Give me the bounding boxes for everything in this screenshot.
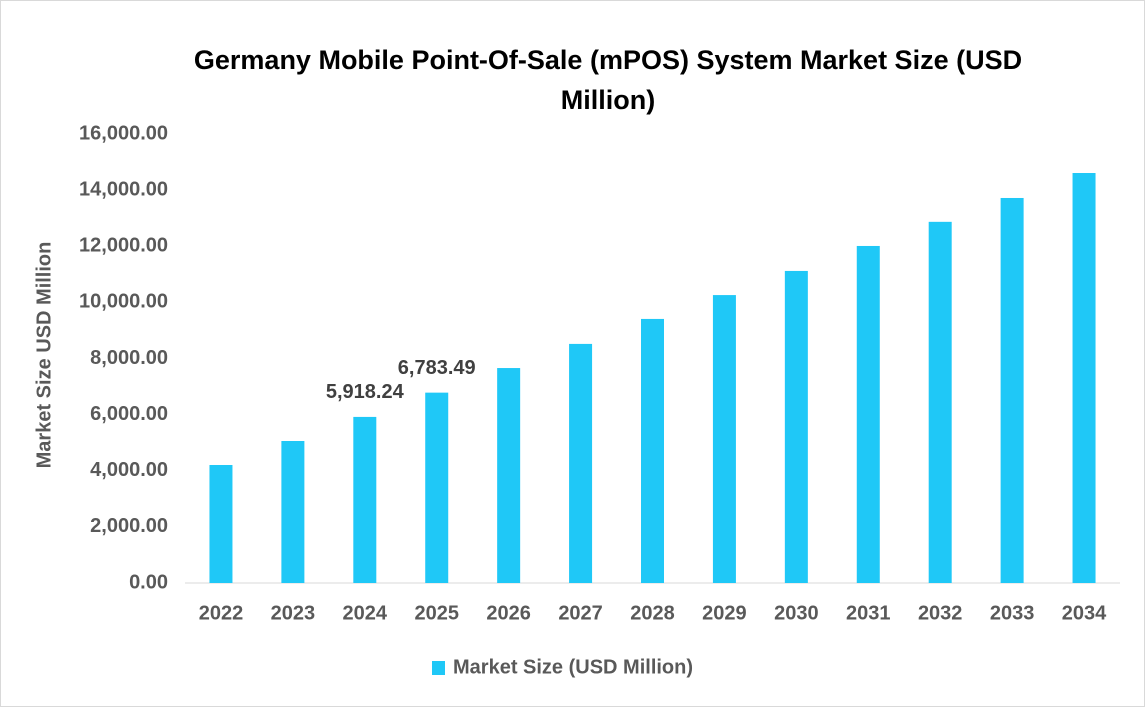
bar <box>497 368 521 583</box>
bar <box>641 318 664 583</box>
x-tick-label: 2029 <box>702 602 747 624</box>
y-axis-title: Market Size USD Million <box>33 242 55 469</box>
bar <box>281 441 305 583</box>
y-tick-label: 14,000.00 <box>79 178 168 200</box>
x-tick-label: 2023 <box>271 602 316 624</box>
x-tick-label: 2026 <box>486 602 531 624</box>
bar <box>353 416 377 583</box>
x-tick-label: 2025 <box>414 602 459 624</box>
y-tick-label: 12,000.00 <box>79 235 168 257</box>
y-tick-label: 2,000.00 <box>90 515 168 537</box>
bar <box>1000 197 1024 584</box>
data-label: 5,918.24 <box>326 381 405 403</box>
y-tick-label: 16,000.00 <box>79 122 168 144</box>
x-tick-label: 2030 <box>774 602 819 624</box>
x-tick-label: 2034 <box>1062 602 1107 624</box>
y-tick-label: 8,000.00 <box>90 347 168 369</box>
bar <box>928 221 952 583</box>
bar <box>1072 173 1096 583</box>
bar <box>569 343 593 583</box>
legend-label: Market Size (USD Million) <box>453 656 693 678</box>
bar <box>856 245 880 584</box>
bar <box>209 464 233 583</box>
chart-title: Germany Mobile Point-Of-Sale (mPOS) Syst… <box>193 45 1023 115</box>
y-tick-label: 4,000.00 <box>90 459 168 481</box>
data-label: 6,783.49 <box>398 357 476 379</box>
x-tick-label: 2022 <box>199 602 244 624</box>
y-tick-label: 0.00 <box>129 571 168 593</box>
x-tick-label: 2033 <box>990 602 1035 624</box>
x-tick-label: 2031 <box>846 602 891 624</box>
bar <box>425 392 449 583</box>
y-tick-label: 10,000.00 <box>79 291 168 313</box>
x-tick-label: 2024 <box>343 602 388 624</box>
x-tick-label: 2028 <box>630 602 675 624</box>
bar <box>784 270 808 583</box>
x-tick-label: 2027 <box>558 602 603 624</box>
y-tick-label: 6,000.00 <box>90 403 168 425</box>
bar <box>712 295 736 583</box>
x-tick-label: 2032 <box>918 602 963 624</box>
legend-swatch <box>432 661 445 675</box>
